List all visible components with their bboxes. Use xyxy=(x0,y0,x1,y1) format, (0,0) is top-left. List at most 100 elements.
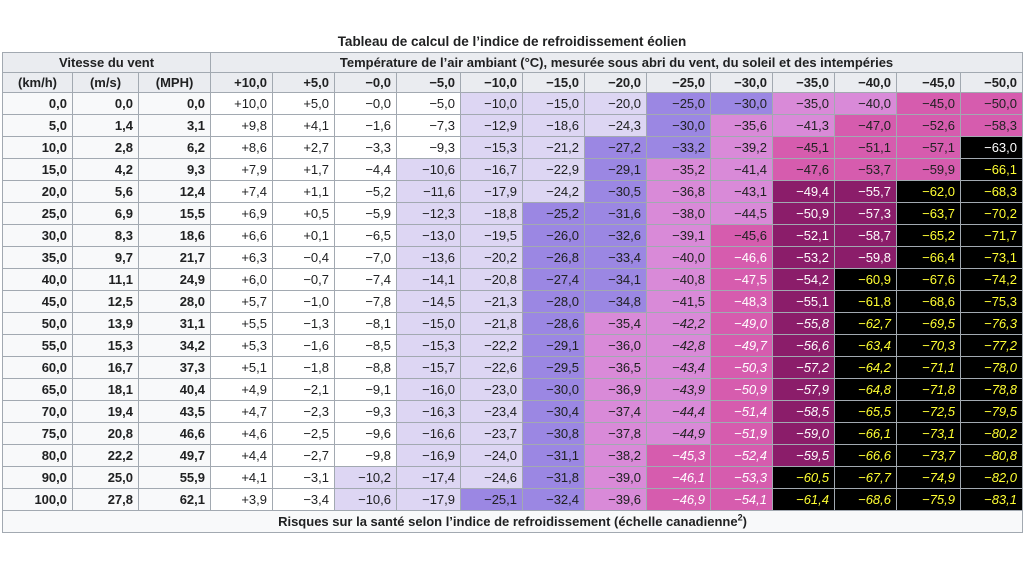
wind-chill-value-cell: −61,8 xyxy=(834,290,898,313)
wind-chill-value-cell: −1,3 xyxy=(272,312,336,335)
temperature-column-header: −20,0 xyxy=(584,72,648,93)
table-row: 75,0 20,8 46,6 +4,6 −2,5 −9,6 −16,6 −23,7 −30,8−… xyxy=(2,422,1024,445)
wind-chill-value-cell: −50,9 xyxy=(710,378,774,401)
wind-chill-value-cell: −35,4 xyxy=(584,312,648,335)
wind-chill-value-cell: −14,5 xyxy=(396,290,462,313)
footer-row: Risques sur la santé selon l’indice de r… xyxy=(1,510,1024,533)
wind-chill-value-cell: +1,1 xyxy=(272,180,336,203)
wind-chill-value-cell: +1,7 xyxy=(272,158,336,181)
wind-speed-mph-cell: 0,0 xyxy=(137,92,212,115)
wind-speed-ms-cell: 11,1 xyxy=(72,268,139,291)
table-row: 90,0 25,0 55,9 +4,1 −3,1 −10,2 −17,4 −24,6 −31,8… xyxy=(2,466,1024,489)
wind-chill-value-cell: −15,7 xyxy=(396,356,462,379)
header-row-groups: Vitesse du vent Température de l’air amb… xyxy=(1,52,1024,73)
wind-chill-value-cell: −39,0 xyxy=(584,466,648,489)
header-row-units: (km/h) (m/s) (MPH) +10,0 +5,0 −0,0 −5,0 −10,0 −1… xyxy=(2,72,1024,93)
wind-chill-value-cell: −10,2 xyxy=(334,466,398,489)
wind-chill-value-cell: −1,8 xyxy=(272,356,336,379)
wind-chill-value-cell: −2,5 xyxy=(272,422,336,445)
wind-chill-value-cell: +5,3 xyxy=(210,334,274,357)
wind-chill-value-cell: −5,2 xyxy=(334,180,398,203)
table-row: 65,0 18,1 40,4 +4,9 −2,1 −9,1 −16,0 −23,0 −30,0−… xyxy=(2,378,1024,401)
wind-chill-value-cell: −49,4 xyxy=(772,180,836,203)
wind-chill-value-cell: −12,3 xyxy=(396,202,462,225)
wind-chill-value-cell: −64,8 xyxy=(834,378,898,401)
wind-speed-mph-cell: 21,7 xyxy=(137,246,212,269)
wind-chill-value-cell: −36,0 xyxy=(584,334,648,357)
temperature-column-header: −40,0 xyxy=(834,72,898,93)
wind-unit-mph-header: (MPH) xyxy=(137,72,212,93)
wind-chill-value-cell: −18,8 xyxy=(460,202,524,225)
wind-chill-value-cell: −20,8 xyxy=(460,268,524,291)
wind-chill-value-cell: +5,5 xyxy=(210,312,274,335)
wind-chill-value-cell: −66,4 xyxy=(896,246,962,269)
wind-chill-value-cell: −30,0 xyxy=(646,114,712,137)
wind-chill-value-cell: −0,4 xyxy=(272,246,336,269)
wind-chill-value-cell: −35,6 xyxy=(710,114,774,137)
wind-chill-value-cell: −29,1 xyxy=(522,334,586,357)
wind-chill-value-cell: +9,8 xyxy=(210,114,274,137)
wind-chill-value-cell: −38,0 xyxy=(646,202,712,225)
wind-speed-mph-cell: 31,1 xyxy=(137,312,212,335)
wind-chill-value-cell: −54,2 xyxy=(772,268,836,291)
wind-chill-value-cell: −8,1 xyxy=(334,312,398,335)
wind-speed-kmh-cell: 40,0 xyxy=(2,268,73,291)
wind-chill-value-cell: +4,1 xyxy=(272,114,336,137)
wind-chill-value-cell: −78,8 xyxy=(960,378,1024,401)
table-row: 70,0 19,4 43,5 +4,7 −2,3 −9,3 −16,3 −23,4 −30,4−… xyxy=(2,400,1024,423)
wind-chill-value-cell: −35,2 xyxy=(646,158,712,181)
wind-chill-value-cell: −38,2 xyxy=(584,444,648,467)
temperature-column-header: −0,0 xyxy=(334,72,398,93)
wind-chill-value-cell: −1,0 xyxy=(272,290,336,313)
wind-chill-value-cell: −53,3 xyxy=(710,466,774,489)
wind-chill-value-cell: −60,5 xyxy=(772,466,836,489)
wind-chill-value-cell: −50,3 xyxy=(710,356,774,379)
footer-text: Risques sur la santé selon l’indice de r… xyxy=(278,514,738,529)
wind-chill-value-cell: −39,1 xyxy=(646,224,712,247)
wind-chill-value-cell: −9,1 xyxy=(334,378,398,401)
wind-chill-value-cell: −3,4 xyxy=(272,488,336,511)
wind-chill-value-cell: −7,8 xyxy=(334,290,398,313)
wind-chill-value-cell: −26,8 xyxy=(522,246,586,269)
wind-chill-value-cell: −44,4 xyxy=(646,400,712,423)
wind-chill-value-cell: −63,0 xyxy=(960,136,1024,159)
wind-chill-value-cell: +0,1 xyxy=(272,224,336,247)
footnote-link[interactable]: 2 xyxy=(737,512,743,523)
wind-chill-value-cell: −63,4 xyxy=(834,334,898,357)
wind-chill-value-cell: −80,2 xyxy=(960,422,1024,445)
wind-chill-value-cell: +7,4 xyxy=(210,180,274,203)
wind-speed-ms-cell: 15,3 xyxy=(72,334,139,357)
wind-chill-value-cell: −17,4 xyxy=(396,466,462,489)
wind-chill-value-cell: −83,1 xyxy=(960,488,1024,511)
wind-speed-kmh-cell: 100,0 xyxy=(2,488,73,511)
wind-chill-value-cell: −16,7 xyxy=(460,158,524,181)
wind-chill-value-cell: −66,1 xyxy=(834,422,898,445)
wind-chill-value-cell: −47,0 xyxy=(834,114,898,137)
table-row: 100,0 27,8 62,1 +3,9 −3,4 −10,6 −17,9 −25,1 −32,… xyxy=(2,488,1024,511)
wind-chill-value-cell: −55,8 xyxy=(772,312,836,335)
wind-chill-value-cell: −13,0 xyxy=(396,224,462,247)
wind-chill-value-cell: −29,1 xyxy=(584,158,648,181)
wind-chill-value-cell: −8,8 xyxy=(334,356,398,379)
wind-chill-value-cell: −61,4 xyxy=(772,488,836,511)
wind-speed-mph-cell: 12,4 xyxy=(137,180,212,203)
wind-chill-value-cell: −70,2 xyxy=(960,202,1024,225)
wind-chill-value-cell: −58,7 xyxy=(834,224,898,247)
wind-speed-mph-cell: 24,9 xyxy=(137,268,212,291)
wind-chill-value-cell: −23,4 xyxy=(460,400,524,423)
wind-speed-kmh-cell: 5,0 xyxy=(2,114,73,137)
wind-chill-value-cell: −51,4 xyxy=(710,400,774,423)
wind-speed-kmh-cell: 35,0 xyxy=(2,246,73,269)
wind-chill-value-cell: −22,6 xyxy=(460,356,524,379)
wind-chill-value-cell: −51,9 xyxy=(710,422,774,445)
wind-chill-value-cell: −1,6 xyxy=(272,334,336,357)
wind-chill-value-cell: −71,7 xyxy=(960,224,1024,247)
temperature-header: Température de l’air ambiant (°C), mesur… xyxy=(210,52,1024,73)
wind-speed-kmh-cell: 90,0 xyxy=(2,466,73,489)
wind-speed-mph-cell: 43,5 xyxy=(137,400,212,423)
temperature-column-header: +5,0 xyxy=(272,72,336,93)
wind-chill-value-cell: −5,9 xyxy=(334,202,398,225)
wind-chill-value-cell: −40,8 xyxy=(646,268,712,291)
wind-chill-value-cell: −77,2 xyxy=(960,334,1024,357)
wind-speed-kmh-cell: 0,0 xyxy=(2,92,73,115)
